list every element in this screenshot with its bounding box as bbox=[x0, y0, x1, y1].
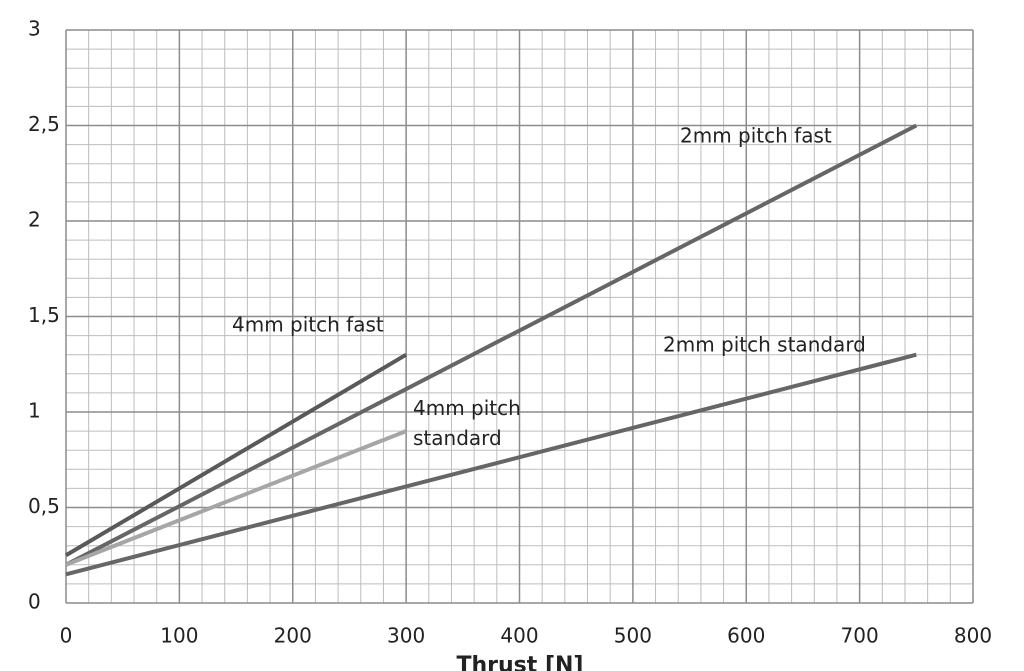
x-tick-label: 500 bbox=[614, 624, 652, 648]
series-line bbox=[65, 429, 407, 567]
x-tick-label: 0 bbox=[60, 624, 73, 648]
series-label: 2mm pitch standard bbox=[663, 333, 866, 357]
x-tick-label: 800 bbox=[954, 624, 992, 648]
x-tick-label: 200 bbox=[274, 624, 312, 648]
x-tick-label: 100 bbox=[160, 624, 198, 648]
series-line bbox=[65, 352, 917, 577]
y-tick-label: 0 bbox=[28, 590, 41, 614]
y-tick-label: 2,5 bbox=[28, 112, 60, 136]
y-tick-label: 1 bbox=[28, 399, 41, 423]
y-tick-label: 3 bbox=[28, 17, 41, 41]
y-tick-label: 2 bbox=[28, 208, 41, 232]
x-tick-label: 700 bbox=[841, 624, 879, 648]
y-tick-label: 0,5 bbox=[28, 494, 60, 518]
series-line bbox=[65, 123, 918, 567]
y-tick-label: 1,5 bbox=[28, 303, 60, 327]
series-line bbox=[64, 352, 408, 557]
series-label: 4mm pitch standard bbox=[413, 396, 521, 450]
x-tick-label: 400 bbox=[500, 624, 538, 648]
x-tick-label: 300 bbox=[387, 624, 425, 648]
x-axis-label: Thrust [N] bbox=[457, 653, 584, 671]
series-label: 4mm pitch fast bbox=[232, 313, 384, 337]
x-tick-label: 600 bbox=[727, 624, 765, 648]
series-label: 2mm pitch fast bbox=[680, 124, 832, 148]
